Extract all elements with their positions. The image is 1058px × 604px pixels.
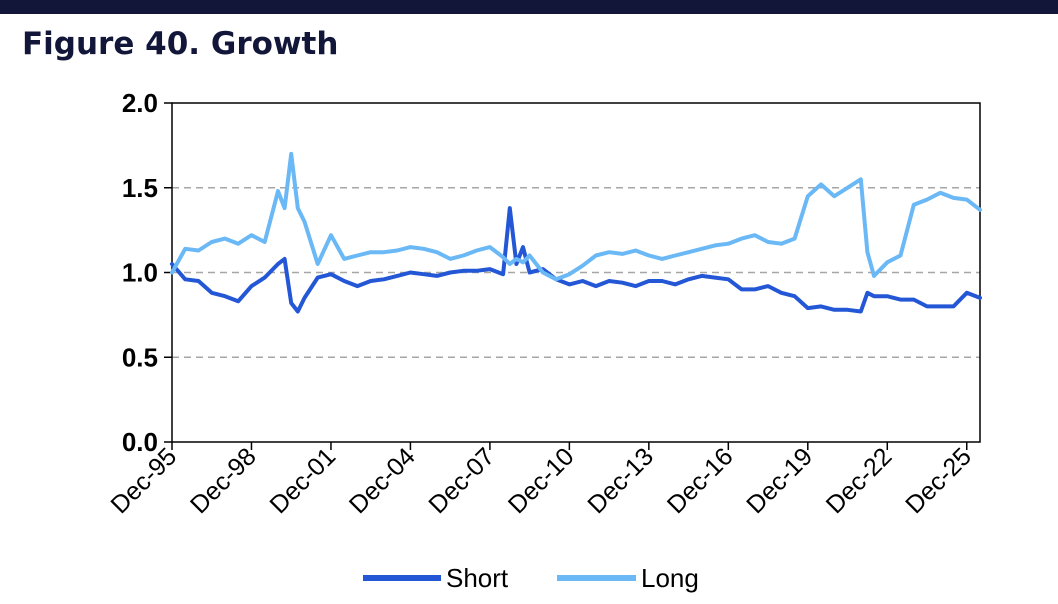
x-tick-label-5: Dec-10 [503,442,580,519]
y-tick-label-4: 2.0 [122,88,158,118]
y-tick-labels: 0.0 0.5 1.0 1.5 2.0 [122,88,158,457]
x-tick-label-10: Dec-25 [900,442,977,519]
figure-title: Figure 40. Growth [22,26,339,62]
x-tick-labels: Dec-95 Dec-98 Dec-01 Dec-04 Dec-07 Dec-10 Dec-… [105,442,977,519]
x-tick-label-9: Dec-22 [821,442,898,519]
x-tick-label-6: Dec-13 [582,442,659,519]
legend-label-long: Long [641,563,699,593]
series-line-short [170,206,982,314]
series-lines [170,151,982,314]
series-line-long [170,151,982,282]
y-tick-label-0: 0.0 [122,427,158,457]
top-accent-bar [0,0,1058,14]
x-tick-label-7: Dec-16 [662,442,739,519]
y-tick-label-3: 1.5 [122,173,158,203]
x-tick-label-3: Dec-04 [344,442,421,519]
legend-label-short: Short [446,563,509,593]
legend: Short Long [363,563,699,593]
x-tick-label-8: Dec-19 [741,442,818,519]
y-tick-label-2: 1.0 [122,258,158,288]
x-tick-label-1: Dec-98 [185,442,262,519]
y-tick-label-1: 0.5 [122,342,158,372]
x-tick-label-2: Dec-01 [264,442,341,519]
x-tick-label-4: Dec-07 [423,442,500,519]
gridlines [172,187,980,358]
